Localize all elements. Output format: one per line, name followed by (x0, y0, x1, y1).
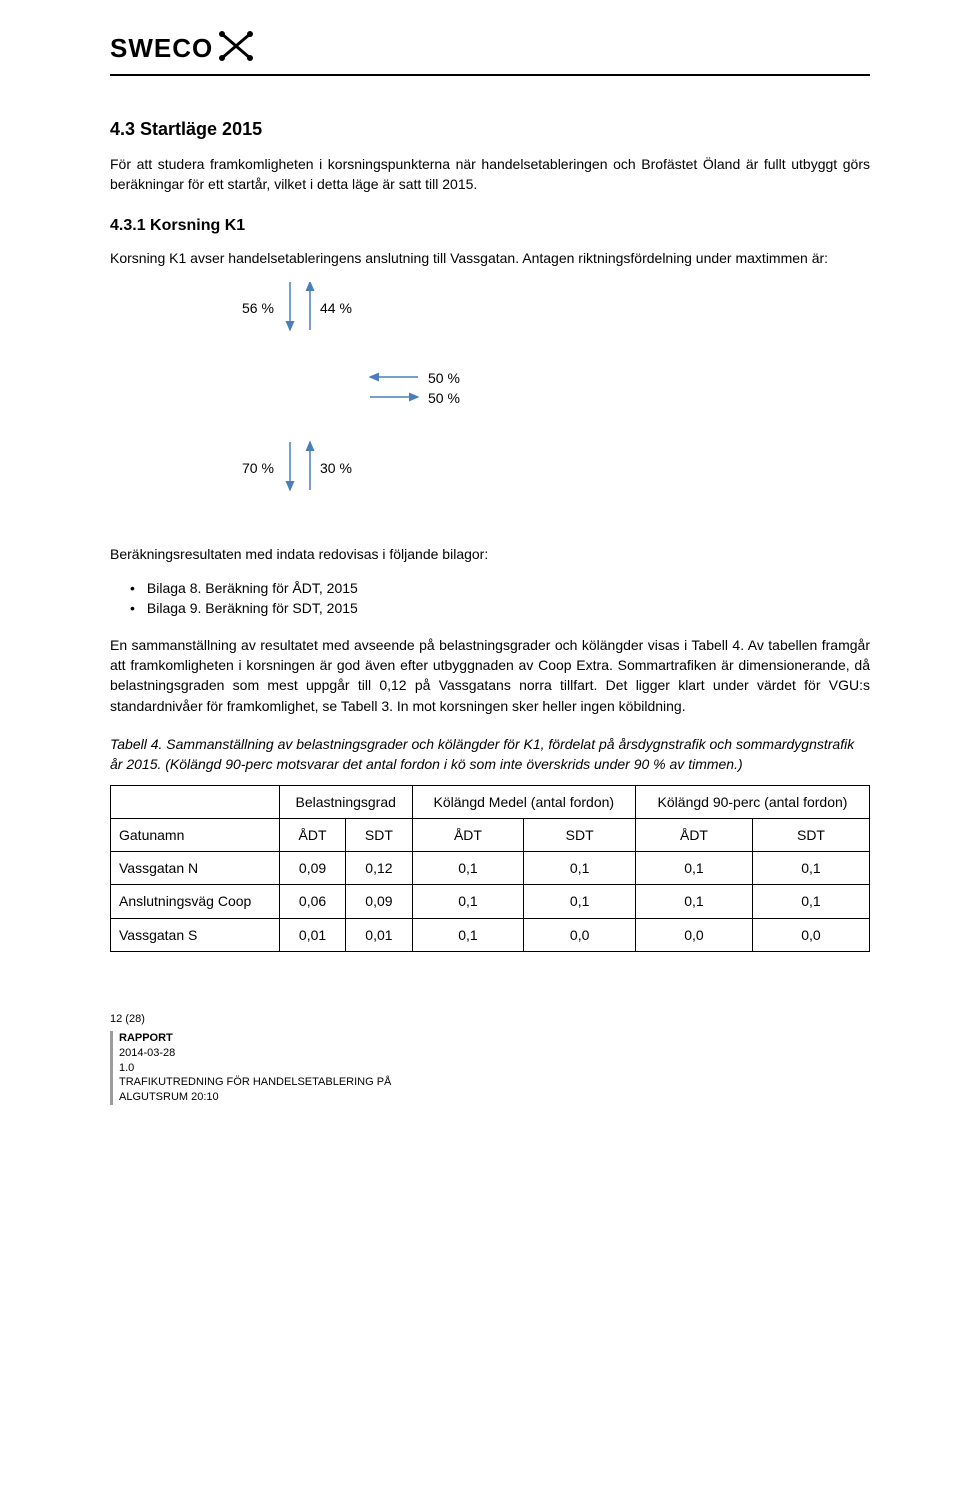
subsection-heading-4-3-1: 4.3.1 Korsning K1 (110, 214, 870, 237)
table-group-header: Belastningsgrad (279, 785, 412, 818)
table-cell: 0,1 (412, 852, 524, 885)
table-row-label: Gatunamn (111, 818, 280, 851)
section-intro: För att studera framkomligheten i korsni… (110, 154, 870, 195)
footer: 12 (28) RAPPORT 2014-03-28 1.0 TRAFIKUTR… (110, 1012, 870, 1105)
table-cell: Vassgatan N (111, 852, 280, 885)
table-cell: 0,06 (279, 885, 345, 918)
table-subheader: SDT (524, 818, 636, 851)
bilaga-list: Bilaga 8. Beräkning för ÅDT, 2015 Bilaga… (130, 578, 870, 619)
table-cell: 0,1 (412, 918, 524, 951)
table-cell: 0,1 (524, 852, 636, 885)
table-cell-empty (111, 785, 280, 818)
table-cell: Anslutningsväg Coop (111, 885, 280, 918)
table-cell: 0,0 (524, 918, 636, 951)
table-row: Anslutningsväg Coop 0,06 0,09 0,1 0,1 0,… (111, 885, 870, 918)
table-subheader: SDT (346, 818, 412, 851)
table-cell: Vassgatan S (111, 918, 280, 951)
table-cell: 0,01 (279, 918, 345, 951)
list-item: Bilaga 9. Beräkning för SDT, 2015 (130, 598, 870, 618)
table-cell: 0,1 (412, 885, 524, 918)
header: SWECO (110, 30, 870, 68)
diagram-label: 50 % (428, 368, 460, 388)
list-item: Bilaga 8. Beräkning för ÅDT, 2015 (130, 578, 870, 598)
sweco-logo-icon (219, 31, 253, 66)
table-cell: 0,1 (524, 885, 636, 918)
results-intro: Beräkningsresultaten med indata redovisa… (110, 544, 870, 564)
section-heading-4-3: 4.3 Startläge 2015 (110, 116, 870, 142)
diagram-label: 30 % (320, 458, 352, 478)
footer-title-1: TRAFIKUTREDNING FÖR HANDELSETABLERING PÅ (119, 1075, 870, 1090)
page-number: 12 (28) (110, 1012, 870, 1027)
table-row: Vassgatan N 0,09 0,12 0,1 0,1 0,1 0,1 (111, 852, 870, 885)
table-group-header: Kölängd 90-perc (antal fordon) (636, 785, 870, 818)
diagram-label: 50 % (428, 388, 460, 408)
table-caption: Tabell 4. Sammanställning av belastnings… (110, 734, 870, 775)
table-cell: 0,12 (346, 852, 412, 885)
table-subheader: ÅDT (412, 818, 524, 851)
table-cell: 0,09 (346, 885, 412, 918)
table-cell: 0,1 (636, 885, 753, 918)
diagram-label: 70 % (242, 458, 274, 478)
table-subheader: ÅDT (636, 818, 753, 851)
diagram-label: 44 % (320, 298, 352, 318)
table-cell: 0,1 (636, 852, 753, 885)
footer-title-2: ALGUTSRUM 20:10 (119, 1090, 870, 1105)
table-subheader: ÅDT (279, 818, 345, 851)
table-group-header: Kölängd Medel (antal fordon) (412, 785, 635, 818)
diagram-label: 56 % (242, 298, 274, 318)
table-cell: 0,0 (752, 918, 869, 951)
table-cell: 0,01 (346, 918, 412, 951)
sweco-logo-text: SWECO (110, 30, 213, 68)
table-cell: 0,09 (279, 852, 345, 885)
table-cell: 0,0 (636, 918, 753, 951)
footer-ver: 1.0 (119, 1061, 870, 1076)
footer-date: 2014-03-28 (119, 1046, 870, 1061)
table-cell: 0,1 (752, 852, 869, 885)
results-table: Belastningsgrad Kölängd Medel (antal for… (110, 785, 870, 952)
subsection-intro: Korsning K1 avser handelsetableringens a… (110, 248, 870, 268)
table-subheader: SDT (752, 818, 869, 851)
header-rule (110, 74, 870, 76)
table-row: Vassgatan S 0,01 0,01 0,1 0,0 0,0 0,0 (111, 918, 870, 951)
table-cell: 0,1 (752, 885, 869, 918)
summary-para: En sammanställning av resultatet med avs… (110, 635, 870, 716)
footer-doc: RAPPORT (119, 1031, 870, 1046)
direction-diagram: 56 % 44 % 50 %50 % 70 % 30 % (230, 282, 550, 532)
